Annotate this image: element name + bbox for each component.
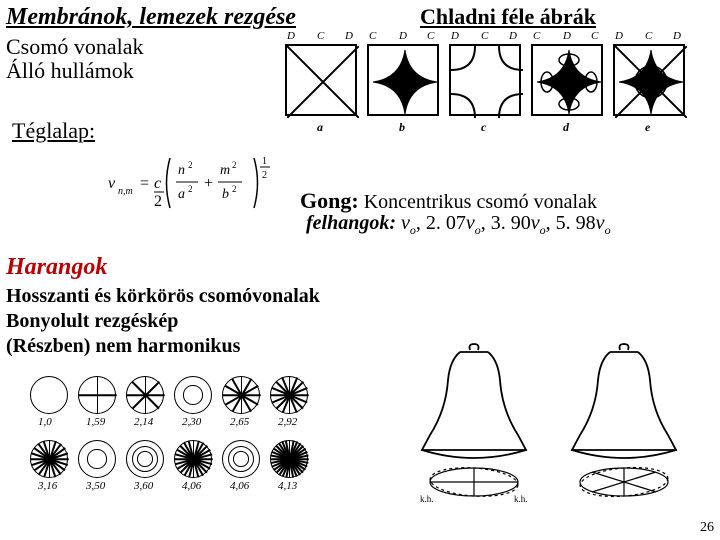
chladni-square xyxy=(285,44,357,116)
mode-label: 2,14 xyxy=(134,416,153,428)
nu-sub: o xyxy=(605,223,611,237)
chladni-top-label: D xyxy=(509,30,517,42)
mode-label: 3,16 xyxy=(38,480,57,492)
svg-text:k.h.: k.h. xyxy=(420,494,434,504)
mode-label: 2,92 xyxy=(278,416,297,428)
teglalap-label: Téglalap: xyxy=(12,118,95,144)
mode-label: 3,60 xyxy=(134,480,153,492)
chladni-bottom-label: b xyxy=(399,120,405,135)
chladni-top-label: C xyxy=(591,30,598,42)
chladni-bottom-label: e xyxy=(645,120,650,135)
nu-symbol: ν xyxy=(401,212,410,234)
svg-text:+: + xyxy=(204,175,213,192)
nu-symbol: ν xyxy=(466,212,475,234)
svg-text:c: c xyxy=(154,175,161,192)
chladni-square xyxy=(531,44,603,116)
mode-label: 4,06 xyxy=(230,480,249,492)
svg-text:2: 2 xyxy=(154,193,162,210)
chladni-top-label: D xyxy=(563,30,571,42)
svg-text:k.h.: k.h. xyxy=(514,494,528,504)
line-reszben: (Részben) nem harmonikus xyxy=(6,335,240,358)
mode-label: 2,30 xyxy=(182,416,201,428)
svg-text:2: 2 xyxy=(188,184,193,194)
chladni-bottom-label: d xyxy=(563,120,569,135)
chladni-top-label: D xyxy=(451,30,459,42)
chladni-bottom-label: a xyxy=(317,120,323,135)
line-hosszanti: Hosszanti és körkörös csomóvonalak xyxy=(6,285,320,308)
mode-label: 1,0 xyxy=(38,416,52,428)
felhangok-label: felhangok: xyxy=(306,212,401,234)
title-main: Membránok, lemezek rezgése xyxy=(6,4,296,31)
svg-text:2: 2 xyxy=(232,184,237,194)
overtone-coef: 5. 98 xyxy=(556,212,596,234)
mode-label: 4,13 xyxy=(278,480,297,492)
mode-label: 4,06 xyxy=(182,480,201,492)
mode-label: 3,50 xyxy=(86,480,105,492)
svg-text:=: = xyxy=(140,175,149,192)
svg-text:a: a xyxy=(178,187,185,202)
svg-text:b: b xyxy=(222,187,229,202)
formula-lhs: ν xyxy=(108,175,116,192)
mode-label: 1,59 xyxy=(86,416,105,428)
chladni-top-label: C xyxy=(533,30,540,42)
svg-text:1: 1 xyxy=(262,156,267,167)
chladni-top-label: C xyxy=(317,30,324,42)
chladni-square xyxy=(367,44,439,116)
harangok-heading: Harangok xyxy=(6,254,107,281)
overtone-coef: 2. 07 xyxy=(426,212,466,234)
svg-text:2: 2 xyxy=(188,160,193,170)
nu-symbol: ν xyxy=(596,212,605,234)
chladni-top-label: C xyxy=(481,30,488,42)
chladni-figures: DCDaCDCbDCDcCDCdDCDe xyxy=(285,30,705,120)
svg-text:n,m: n,m xyxy=(118,186,133,197)
gong-line: Gong: Koncentrikus csomó vonalak xyxy=(300,188,597,214)
mode-circle xyxy=(30,376,68,414)
title-chladni: Chladni féle ábrák xyxy=(420,4,596,30)
chladni-top-label: C xyxy=(427,30,434,42)
chladni-top-label: D xyxy=(345,30,353,42)
formula-rectangle: ν n,m = c 2 n 2 a 2 + m 2 b 2 1 2 xyxy=(108,148,288,223)
gong-label: Gong: xyxy=(300,188,359,213)
chladni-top-label: D xyxy=(673,30,681,42)
subtitle-csomo: Csomó vonalak xyxy=(6,34,144,60)
chladni-square xyxy=(449,44,521,116)
felhangok-line: felhangok: νo, 2. 07νo, 3. 90νo, 5. 98νo xyxy=(306,212,611,238)
page-number: 26 xyxy=(700,520,714,536)
nu-symbol: ν xyxy=(531,212,540,234)
chladni-top-label: C xyxy=(645,30,652,42)
circle-modes-chart: 1,0 1,59 2,14 2,30 2,65 2,92 3,16 3,50 3,60 4,06 4… xyxy=(30,376,330,504)
bell-diagrams: k.h. k.h. xyxy=(400,340,700,510)
chladni-top-label: D xyxy=(399,30,407,42)
gong-text: Koncentrikus csomó vonalak xyxy=(359,191,597,213)
mode-label: 2,65 xyxy=(230,416,249,428)
chladni-square xyxy=(613,44,685,116)
subtitle-allo: Álló hullámok xyxy=(6,58,134,84)
svg-text:2: 2 xyxy=(262,170,267,181)
svg-text:2: 2 xyxy=(232,160,237,170)
chladni-top-label: C xyxy=(369,30,376,42)
chladni-top-label: D xyxy=(287,30,295,42)
overtone-coef: 3. 90 xyxy=(491,212,531,234)
chladni-top-label: D xyxy=(615,30,623,42)
line-bonyolult: Bonyolult rezgéskép xyxy=(6,310,178,333)
svg-text:m: m xyxy=(220,163,230,178)
svg-text:n: n xyxy=(178,163,185,178)
chladni-bottom-label: c xyxy=(481,120,486,135)
